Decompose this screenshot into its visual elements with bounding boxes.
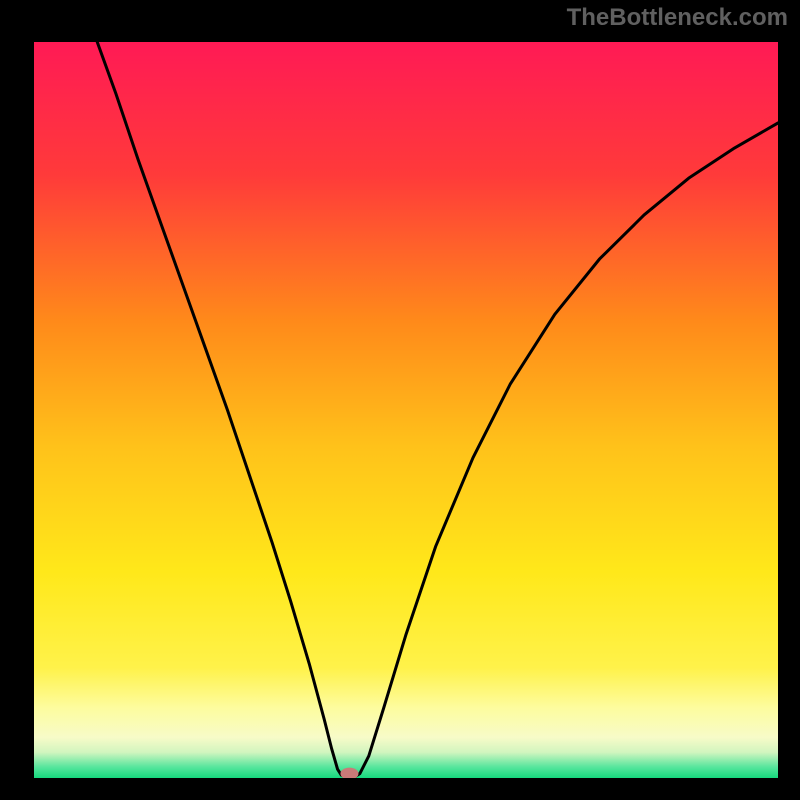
optimal-marker xyxy=(340,768,358,778)
plot-area xyxy=(34,42,778,778)
watermark-text: TheBottleneck.com xyxy=(567,4,788,32)
bottleneck-curve xyxy=(34,42,778,778)
chart-root: TheBottleneck.com xyxy=(0,0,800,800)
